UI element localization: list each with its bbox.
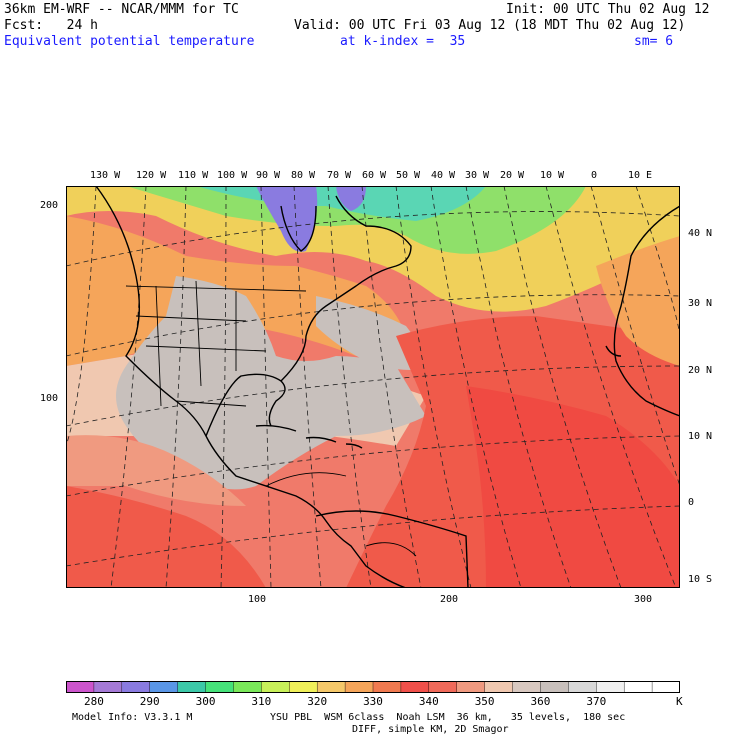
physics-info: YSU PBL WSM 6class Noah LSM 36 km, 35 le…: [270, 712, 626, 723]
colorbar-cell: [484, 681, 514, 693]
colorbar-label: 350: [474, 695, 495, 708]
lon-label: 60 W: [362, 170, 387, 181]
colorbar-label: 320: [307, 695, 328, 708]
lon-label: 100 W: [217, 170, 248, 181]
lon-label: 130 W: [90, 170, 121, 181]
colorbar-cell: [344, 681, 374, 693]
grid-x-label: 300: [634, 594, 653, 605]
smoothing: sm= 6: [634, 34, 674, 49]
colorbar-cell: [512, 681, 542, 693]
colorbar-cell: [568, 681, 597, 693]
colorbar-cell: [289, 681, 318, 693]
theta-e-map: [66, 186, 680, 588]
lat-label: 40 N: [688, 228, 713, 239]
colorbar-label: 280: [83, 695, 104, 708]
grid-y-label: 100: [40, 393, 59, 404]
lon-label: 80 W: [291, 170, 316, 181]
colorbar-cell: [596, 681, 625, 693]
colorbar-label: 360: [530, 695, 551, 708]
lon-label: 10 E: [628, 170, 653, 181]
colorbar-cell: [400, 681, 430, 693]
field-fill-pacific-warm: [66, 435, 246, 506]
colorbar-cell: [623, 681, 653, 693]
lon-label: 120 W: [136, 170, 167, 181]
lat-label: 10 N: [688, 431, 713, 442]
colorbar-cell: [177, 681, 207, 693]
level-index: at k-index = 35: [340, 34, 466, 49]
field-fill-hudson: [256, 186, 318, 252]
field-fill-itcz: [466, 386, 680, 588]
colorbar-unit: K: [676, 695, 683, 708]
lat-label: 0: [688, 497, 695, 508]
graticule: [66, 186, 680, 588]
lon-label: 110 W: [178, 170, 209, 181]
diffusion-info: DIFF, simple KM, 2D Smagor: [352, 724, 509, 735]
colorbar-cell: [66, 681, 95, 693]
colorbar: [66, 681, 680, 693]
colorbar-cell: [233, 681, 263, 693]
colorbar-label: 310: [251, 695, 272, 708]
colorbar-cell: [456, 681, 486, 693]
colorbar-cell: [261, 681, 290, 693]
lon-label: 30 W: [465, 170, 490, 181]
colorbar-label: 300: [195, 695, 216, 708]
colorbar-cell: [372, 681, 402, 693]
lon-label: 40 W: [431, 170, 456, 181]
lon-label: 90 W: [256, 170, 281, 181]
grid-x-label: 200: [440, 594, 459, 605]
colorbar-label: 290: [139, 695, 160, 708]
model-title: 36km EM-WRF -- NCAR/MMM for TC: [4, 2, 239, 17]
valid-time: Valid: 00 UTC Fri 03 Aug 12 (18 MDT Thu …: [294, 18, 686, 33]
colorbar-cell: [121, 681, 151, 693]
field-name: Equivalent potential temperature: [4, 34, 255, 49]
coastlines: [95, 186, 680, 588]
political-borders: [125, 280, 417, 557]
colorbar-cell: [205, 681, 235, 693]
model-info: Model Info: V3.3.1 M: [72, 712, 193, 723]
colorbar-cell: [149, 681, 179, 693]
field-fill-africa: [596, 236, 680, 366]
init-time: Init: 00 UTC Thu 02 Aug 12: [506, 2, 710, 17]
lat-label: 20 N: [688, 365, 713, 376]
forecast-hour: Fcst: 24 h: [4, 18, 98, 33]
lon-label: 0: [591, 170, 598, 181]
colorbar-label: 370: [586, 695, 607, 708]
colorbar-cell: [316, 681, 346, 693]
field-fill-labrador: [336, 186, 366, 211]
colorbar-cell: [540, 681, 570, 693]
grid-y-label: 200: [40, 200, 59, 211]
lon-label: 70 W: [327, 170, 352, 181]
field-fill-dry: [116, 276, 426, 490]
lat-label: 10 S: [688, 574, 713, 585]
field-fill-pacific: [66, 486, 266, 588]
lat-label: 30 N: [688, 298, 713, 309]
colorbar-cell: [428, 681, 458, 693]
colorbar-label: 330: [363, 695, 383, 708]
grid-x-label: 100: [248, 594, 267, 605]
colorbar-label: 340: [418, 695, 439, 708]
lon-label: 20 W: [500, 170, 525, 181]
colorbar-cell: [651, 681, 680, 693]
colorbar-cell: [93, 681, 123, 693]
lon-label: 50 W: [396, 170, 421, 181]
lon-label: 10 W: [540, 170, 565, 181]
